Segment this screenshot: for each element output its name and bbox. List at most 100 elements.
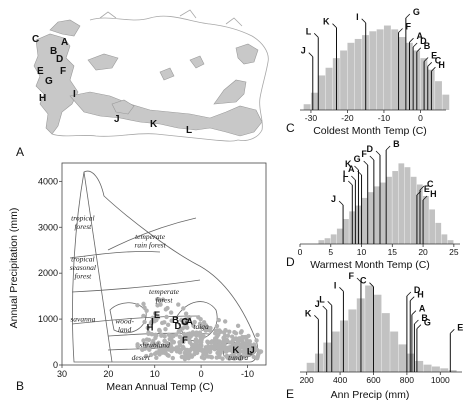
biome-line-rainforest: [69, 251, 161, 259]
site-marker-leader: [431, 66, 436, 72]
climate-point: [225, 333, 231, 338]
climate-point: [201, 320, 207, 325]
biome-label-line: savanna: [70, 314, 95, 323]
site-marker-leader: [411, 310, 417, 315]
scatter-site-label: F: [182, 335, 188, 346]
biome-label-line: seasonal: [70, 263, 96, 272]
histogram-bar: [361, 197, 368, 244]
climate-point: [156, 297, 162, 302]
climate-point: [179, 317, 184, 323]
climate-point: [153, 311, 158, 316]
histogram-bar: [429, 209, 435, 244]
histogram-tick-label: -20: [341, 113, 354, 123]
histogram-tick-label: -10: [378, 113, 391, 123]
climate-point: [141, 301, 146, 307]
panel-b-letter: B: [16, 379, 24, 393]
site-marker-label: A: [348, 164, 355, 174]
site-marker-leader: [357, 170, 362, 176]
histogram-bar: [331, 331, 340, 372]
climate-point: [169, 348, 174, 354]
site-marker-label: J: [315, 299, 320, 309]
site-marker-label: B: [424, 41, 431, 51]
site-marker-leader: [419, 185, 425, 191]
climate-point: [220, 356, 225, 361]
map-site-h: H: [39, 93, 46, 104]
climate-point: [176, 302, 181, 307]
climate-point: [154, 355, 159, 361]
histogram-bar: [410, 176, 417, 244]
climate-point: [148, 352, 154, 358]
climate-point: [254, 338, 259, 343]
site-marker-leader: [356, 277, 362, 283]
site-marker-leader: [416, 47, 422, 53]
map-site-a: A: [61, 37, 68, 48]
climate-point: [247, 339, 253, 344]
histogram-bar: [392, 171, 399, 244]
climate-point: [181, 306, 186, 311]
site-marker-leader: [416, 190, 422, 196]
climate-point: [186, 334, 191, 340]
site-marker-label: A: [417, 31, 424, 41]
site-marker-label: C: [427, 179, 434, 189]
climate-point: [150, 341, 155, 346]
climate-point: [215, 333, 220, 339]
histogram-bar: [373, 186, 380, 244]
site-marker-label: I: [356, 12, 359, 22]
climate-point: [224, 338, 229, 344]
scatter-y-tick-label: 3000: [38, 222, 58, 232]
map-region-north-coast: [87, 53, 119, 71]
site-marker-label: A: [419, 304, 426, 314]
scatter-y-tick-label: 0: [53, 360, 58, 370]
biome-label: taiga: [193, 322, 209, 331]
site-marker-leader: [409, 37, 414, 43]
site-marker-leader: [338, 200, 344, 206]
scatter-x-tick-label: 20: [103, 369, 113, 379]
climate-point: [243, 335, 249, 340]
site-marker-leader: [409, 296, 415, 301]
histogram-coldest-month: -30 -20 -10 0 G I K F L ADB J ECH: [300, 7, 450, 123]
histogram-e-x-label: Ann Precip (mm): [331, 389, 410, 401]
biome-label-line: rain forest: [134, 240, 166, 249]
climate-point: [145, 325, 150, 331]
climate-point: [162, 320, 167, 325]
climate-point: [157, 348, 162, 353]
climate-point: [255, 332, 260, 338]
climate-point: [237, 355, 243, 361]
histogram-bar: [441, 234, 448, 244]
biome-label: tropical forest: [71, 213, 94, 231]
histogram-bar: [415, 360, 424, 372]
climate-point: [142, 319, 147, 325]
map-region-island-b: [159, 67, 175, 81]
climate-point: [154, 333, 159, 338]
climate-point: [192, 319, 197, 325]
climate-point: [183, 317, 189, 322]
biome-label-line: forest: [74, 222, 92, 231]
climate-point: [149, 319, 154, 325]
site-marker-leader: [422, 195, 428, 201]
climate-point: [187, 314, 192, 320]
biome-label-line: tropical: [71, 213, 94, 222]
biome-label: tundra: [228, 353, 248, 362]
site-marker-label: C: [435, 55, 442, 65]
site-marker-label: F: [361, 149, 367, 159]
site-marker-label: E: [424, 184, 430, 194]
histogram-tick-label: 25: [449, 247, 459, 257]
climate-point: [166, 341, 172, 347]
panel-a-letter: A: [16, 145, 24, 159]
histogram-tick-label: 0: [298, 247, 303, 257]
climate-point: [146, 331, 151, 337]
histogram-bar: [306, 362, 315, 372]
site-marker-leader: [406, 291, 412, 297]
climate-point: [199, 325, 204, 330]
site-marker-leader: [369, 282, 374, 287]
panel-a-map: C A B D F E G H I J K L A: [16, 9, 269, 159]
panel-e-histogram: 200 400 600 800 1000 F C I DH LJ A K BG E Ann Precip …: [286, 271, 463, 401]
climate-point: [154, 341, 160, 347]
histogram-bar: [347, 42, 355, 110]
site-marker-label: K: [305, 308, 312, 318]
biome-label-line: shrubland: [140, 341, 171, 350]
climate-point: [141, 313, 146, 319]
climate-point: [203, 349, 209, 354]
histogram-bar: [431, 366, 440, 372]
